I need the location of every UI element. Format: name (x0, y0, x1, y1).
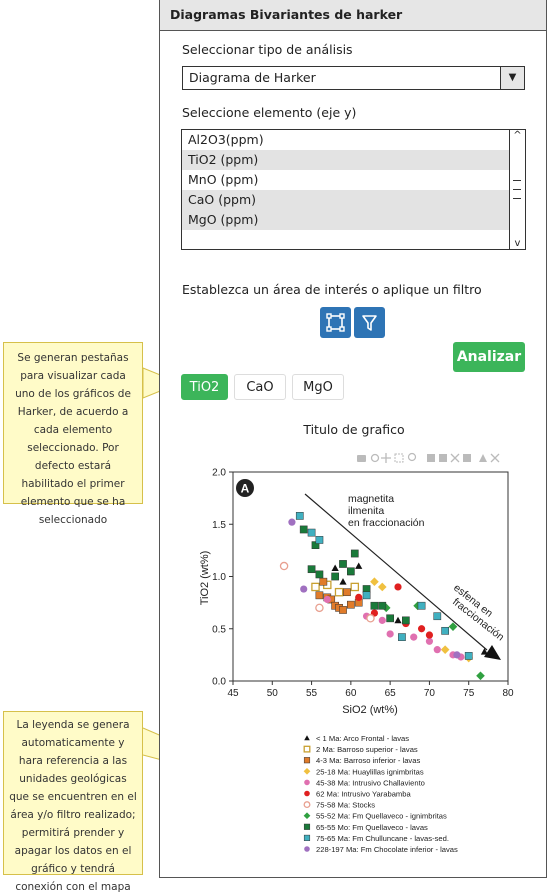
element-option[interactable]: MnO (ppm) (188, 172, 259, 187)
reset-axes-icon[interactable] (463, 454, 471, 462)
element-option[interactable]: CaO (ppm) (182, 190, 509, 210)
tab-cao[interactable]: CaO (234, 374, 286, 400)
analysis-type-value: Diagrama de Harker (189, 70, 316, 85)
zoom-in-icon[interactable] (427, 454, 435, 462)
analysis-type-label: Seleccionar tipo de análisis (182, 42, 353, 57)
panel-title: Diagramas Bivariantes de harker (160, 0, 546, 31)
element-listbox[interactable]: Al2O3(ppm) TiO2 (ppm) MnO (ppm) CaO (ppm… (181, 129, 526, 250)
lasso-select-icon[interactable] (407, 452, 417, 462)
legend-callout-text: La leyenda se genera automaticamente y h… (9, 719, 137, 893)
element-option[interactable]: Al2O3(ppm) (188, 132, 264, 147)
scroll-up-icon[interactable]: ^ (513, 130, 522, 141)
zoom-icon[interactable] (370, 453, 380, 463)
dropdown-arrow-icon[interactable]: ▼ (500, 67, 524, 89)
scrollbar-thumb[interactable] (513, 180, 521, 181)
element-option[interactable]: MgO (ppm) (182, 210, 509, 230)
filter-instruction-label: Establezca un área de interés o aplique … (182, 282, 482, 297)
tab-tio2[interactable]: TiO2 (181, 374, 228, 400)
camera-icon[interactable] (357, 455, 366, 462)
autoscale-icon[interactable] (450, 453, 460, 463)
box-select-icon[interactable] (394, 453, 404, 463)
scroll-down-icon[interactable]: v (514, 238, 521, 249)
scrollbar-thumb-line (513, 198, 521, 199)
tabs-callout-note: Se generan pestañas para visualizar cada… (3, 342, 143, 526)
harker-panel: Diagramas Bivariantes de harker Seleccio… (159, 0, 547, 878)
element-select-label: Seleccione elemento (eje y) (182, 105, 357, 120)
select-area-button[interactable] (320, 307, 351, 338)
chart-modebar (357, 452, 500, 463)
listbox-scrollbar[interactable]: ^ v (509, 130, 525, 249)
chart-title: Titulo de grafico (303, 422, 405, 437)
select-area-icon (326, 313, 345, 332)
tabs-callout-text: Se generan pestañas para visualizar cada… (15, 352, 131, 526)
scrollbar-thumb-line (513, 189, 521, 190)
filter-icon (362, 315, 377, 331)
analysis-type-select[interactable]: Diagrama de Harker ▼ (182, 66, 525, 90)
analyze-button[interactable]: Analizar (453, 342, 525, 372)
zoom-out-icon[interactable] (439, 454, 447, 462)
toggle-spike-icon[interactable] (479, 454, 487, 462)
element-option[interactable]: TiO2 (ppm) (182, 150, 509, 170)
filter-button[interactable] (354, 307, 385, 338)
compare-hover-icon[interactable] (490, 453, 500, 463)
pan-icon[interactable] (381, 453, 391, 463)
legend-callout-note: La leyenda se genera automaticamente y h… (3, 711, 143, 893)
tab-mgo[interactable]: MgO (292, 374, 344, 400)
